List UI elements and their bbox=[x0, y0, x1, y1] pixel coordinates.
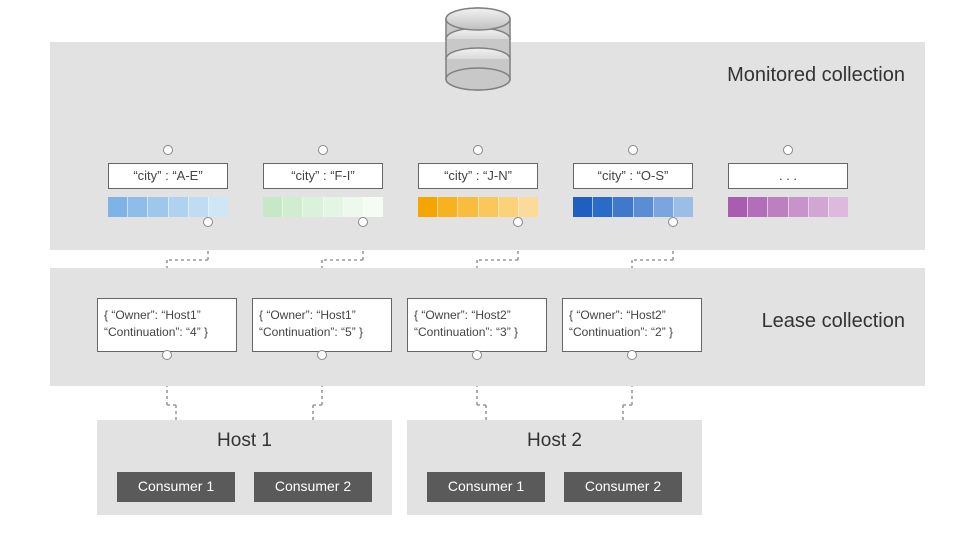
monitored-title: Monitored collection bbox=[727, 64, 905, 87]
partition-strip bbox=[418, 197, 538, 217]
connector-dot bbox=[627, 350, 637, 360]
partition-strip bbox=[573, 197, 693, 217]
partition-strip bbox=[728, 197, 848, 217]
connector-dot bbox=[358, 217, 368, 227]
partition-label: “city” : “F-I” bbox=[263, 163, 383, 189]
connector-dot bbox=[668, 217, 678, 227]
lease-card: { “Owner”: “Host2”“Continuation”: “2” } bbox=[562, 298, 702, 352]
partition-label: “city” : “O-S” bbox=[573, 163, 693, 189]
consumer-box: Consumer 2 bbox=[254, 472, 372, 502]
host-title: Host 2 bbox=[407, 420, 702, 452]
connector-dot bbox=[317, 350, 327, 360]
connector-dot bbox=[472, 350, 482, 360]
partition-label: . . . bbox=[728, 163, 848, 189]
partition-label: “city” : “A-E” bbox=[108, 163, 228, 189]
connector-dot bbox=[513, 217, 523, 227]
connector-dot bbox=[318, 145, 328, 155]
database-icon bbox=[438, 5, 518, 95]
connector-dot bbox=[162, 350, 172, 360]
lease-card: { “Owner”: “Host1”“Continuation”: “5” } bbox=[252, 298, 392, 352]
lease-title: Lease collection bbox=[762, 310, 905, 333]
host-panel: Host 1 Consumer 1 Consumer 2 bbox=[97, 420, 392, 515]
lease-card: { “Owner”: “Host2”“Continuation”: “3” } bbox=[407, 298, 547, 352]
partition-strip bbox=[263, 197, 383, 217]
consumer-box: Consumer 1 bbox=[427, 472, 545, 502]
connector-dot bbox=[163, 145, 173, 155]
connector-dot bbox=[203, 217, 213, 227]
partition-label: “city” : “J-N” bbox=[418, 163, 538, 189]
partition-strip bbox=[108, 197, 228, 217]
host-title: Host 1 bbox=[97, 420, 392, 452]
consumer-box: Consumer 1 bbox=[117, 472, 235, 502]
lease-card: { “Owner”: “Host1”“Continuation”: “4” } bbox=[97, 298, 237, 352]
consumer-box: Consumer 2 bbox=[564, 472, 682, 502]
connector-dot bbox=[783, 145, 793, 155]
host-panel: Host 2 Consumer 1 Consumer 2 bbox=[407, 420, 702, 515]
connector-dot bbox=[473, 145, 483, 155]
connector-dot bbox=[628, 145, 638, 155]
